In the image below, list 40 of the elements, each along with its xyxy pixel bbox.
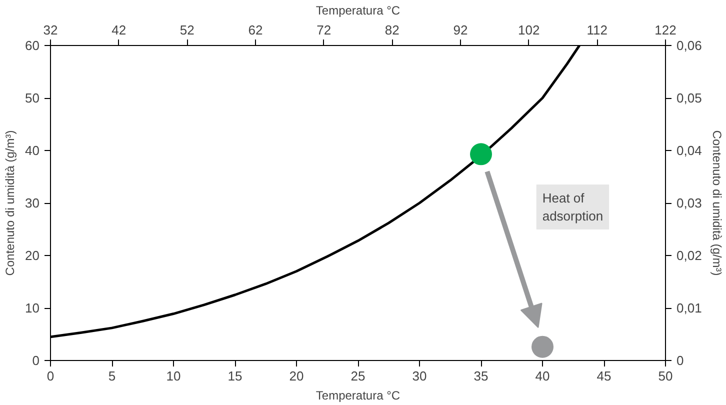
x2-tick-label: 32 xyxy=(43,22,58,38)
x-tick-label: 5 xyxy=(108,368,116,384)
x2-axis-title: Temperatura °C xyxy=(316,4,400,18)
x2-tick-label: 92 xyxy=(453,22,468,38)
y-tick-label: 10 xyxy=(25,300,40,316)
x-tick-label: 30 xyxy=(412,368,427,384)
x2-tick-label: 62 xyxy=(248,22,263,38)
x2-tick-label: 102 xyxy=(518,22,540,38)
x-tick-label: 50 xyxy=(658,368,673,384)
y2-tick-label: 0 xyxy=(676,353,684,368)
y-tick-label: 40 xyxy=(25,143,40,158)
y-tick-label: 30 xyxy=(25,196,40,210)
x2-tick-label: 122 xyxy=(654,22,676,38)
y2-tick-label: 0,05 xyxy=(676,90,702,106)
x-tick-label: 25 xyxy=(350,368,366,384)
y-tick-label: 0 xyxy=(32,353,40,368)
y2-tick-label: 0,02 xyxy=(676,248,702,263)
y-tick-label: 20 xyxy=(25,248,40,263)
x2-tick-label: 82 xyxy=(384,22,400,38)
x-tick-label: 35 xyxy=(474,368,488,384)
x-tick-label: 10 xyxy=(166,368,181,384)
x-axis-title: Temperatura °C xyxy=(316,388,400,402)
annotation: Heat of adsorption xyxy=(542,190,604,224)
x2-tick-label: 52 xyxy=(180,22,194,38)
x-tick-label: 0 xyxy=(46,368,54,384)
y2-axis-title: Contenuto di umidità (g/m³) xyxy=(710,130,724,276)
x-tick-label: 15 xyxy=(228,368,242,384)
y2-tick-label: 0,03 xyxy=(676,196,702,210)
x2-tick-label: 72 xyxy=(316,22,332,38)
y-axis-title: Contenuto di umidità (g/m³) xyxy=(3,130,18,276)
y2-tick-label: 0,04 xyxy=(676,143,702,158)
y-tick-label: 60 xyxy=(25,38,40,53)
x-tick-label: 45 xyxy=(596,368,612,384)
y-tick-label: 50 xyxy=(25,90,40,106)
y2-tick-label: 0,06 xyxy=(676,38,702,53)
x2-tick-label: 112 xyxy=(586,22,608,38)
x2-tick-label: 42 xyxy=(112,22,126,38)
x-tick-label: 40 xyxy=(535,368,550,384)
y2-tick-label: 0,01 xyxy=(676,300,702,316)
x-tick-label: 20 xyxy=(289,368,304,384)
